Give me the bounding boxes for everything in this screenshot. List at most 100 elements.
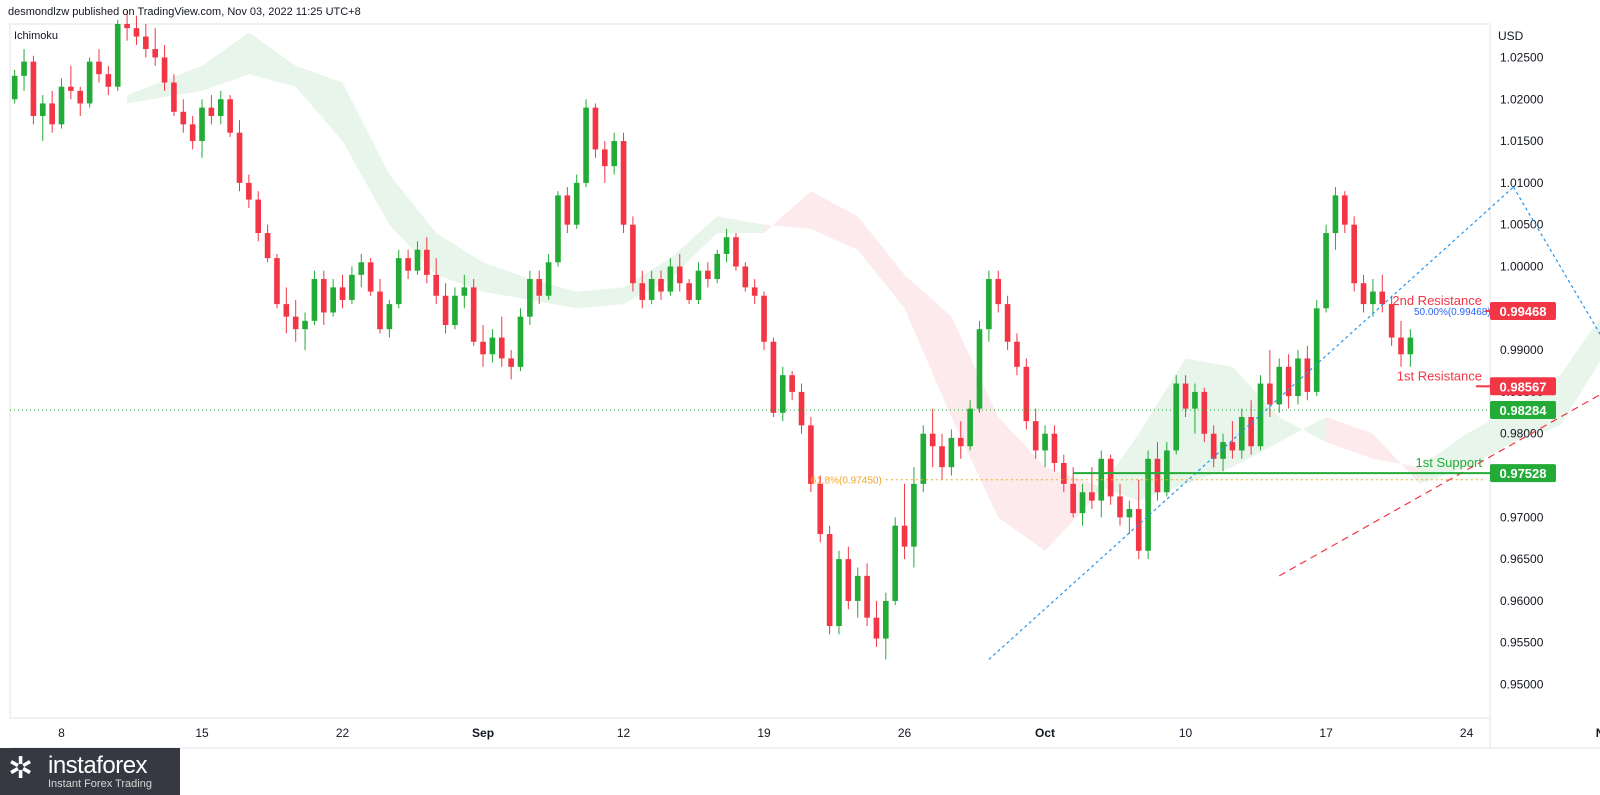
candle-body (498, 337, 505, 359)
candle-body (639, 283, 646, 300)
candle-body (1257, 383, 1264, 447)
candle-body (96, 61, 102, 75)
candle-body (180, 111, 187, 125)
candle-body (976, 329, 983, 409)
ichimoku-cloud-segment (951, 316, 999, 518)
candle-body (630, 224, 636, 284)
candle-body (770, 341, 777, 413)
candle-body (742, 266, 749, 288)
candle-body (283, 304, 290, 317)
ichimoku-cloud-segment (248, 32, 296, 87)
candle-body (133, 28, 140, 37)
candle-body (1407, 337, 1414, 355)
candle-body (648, 279, 655, 300)
price-tag-value: 0.97528 (1500, 466, 1547, 481)
ichimoku-cloud-segment (342, 82, 390, 225)
candle-body (695, 270, 702, 300)
candle-body (1164, 450, 1170, 493)
candle-body (39, 103, 46, 116)
candle-body (1285, 366, 1292, 397)
y-tick-label: 1.02500 (1500, 50, 1544, 64)
candle-body (330, 287, 336, 313)
candle-body (227, 99, 233, 133)
candle-body (854, 575, 861, 601)
candle-body (527, 279, 533, 317)
candle-body (1238, 416, 1245, 451)
y-tick-label: 1.00000 (1500, 259, 1544, 273)
currency-label: USD (1498, 29, 1524, 43)
candle-body (779, 375, 786, 413)
candle-body (957, 437, 964, 447)
level-label: 1st Support (1416, 455, 1483, 470)
candle-body (573, 182, 580, 225)
x-tick-label: 15 (195, 726, 209, 740)
candle-body (873, 617, 880, 639)
y-tick-label: 0.95500 (1500, 636, 1544, 650)
candle-body (236, 132, 243, 183)
candle-body (274, 258, 280, 305)
candle-body (30, 61, 37, 116)
candle-body (386, 304, 393, 330)
x-tick-label: 26 (898, 726, 912, 740)
ichimoku-cloud-segment (483, 262, 530, 300)
candle-body (808, 425, 814, 484)
candle-body (339, 287, 346, 300)
candle-body (1351, 224, 1357, 284)
candle-body (555, 195, 561, 263)
price-tag (1490, 400, 1556, 419)
candle-body (1267, 383, 1273, 405)
candle-body (1388, 304, 1395, 338)
candle-body (171, 82, 177, 112)
candle-body (1220, 442, 1226, 459)
ichimoku-cloud-segment (857, 216, 905, 309)
candle-body (1014, 341, 1020, 367)
candle-body (124, 24, 130, 29)
candle-body (986, 279, 992, 330)
x-tick-label: Oct (1035, 726, 1055, 740)
candle-body (1060, 462, 1067, 484)
candle-body (1370, 291, 1376, 305)
candle-body (320, 279, 327, 313)
level-label: 1st Resistance (1397, 368, 1482, 383)
candle-body (1276, 366, 1283, 405)
candle-body (583, 107, 589, 183)
candle-body (1332, 195, 1339, 234)
candle-body (442, 295, 449, 326)
candle-body (948, 437, 955, 468)
y-tick-label: 0.97000 (1500, 510, 1544, 524)
indicator-label[interactable]: Ichimoku (14, 30, 59, 42)
x-tick-label: 8 (58, 726, 65, 740)
y-tick-label: 0.98000 (1500, 427, 1544, 441)
candle-body (545, 262, 552, 296)
candle-body (405, 258, 411, 271)
candle-body (264, 233, 271, 259)
candle-body (676, 266, 683, 284)
candle-body (1004, 304, 1011, 342)
trendline-fib-downswing (1512, 186, 1600, 336)
ichimoku-cloud-segment (810, 191, 858, 250)
candle-body (1295, 358, 1301, 397)
candle-body (611, 141, 617, 167)
candle-body (1107, 458, 1114, 497)
ichimoku-cloud-segment (998, 416, 1046, 551)
level-label: 2nd Resistance (1392, 293, 1482, 308)
price-tag (1490, 301, 1556, 320)
candle-body (349, 274, 355, 300)
candle-body (920, 433, 927, 484)
ichimoku-cloud-segment (1372, 433, 1420, 484)
x-tick-label: 17 (1319, 726, 1333, 740)
candle-body (1304, 358, 1311, 392)
candle-body (723, 237, 730, 254)
candle-body (461, 287, 468, 296)
price-tag-value: 0.98567 (1500, 379, 1547, 394)
candle-body (143, 36, 149, 50)
candle-body (789, 375, 795, 392)
ichimoku-cloud-segment (202, 32, 249, 91)
candle-body (255, 199, 262, 234)
candle-body (1192, 391, 1198, 409)
candle-body (1145, 458, 1151, 551)
ichimoku-cloud-segment (295, 65, 343, 142)
ichimoku-cloud-segment (436, 233, 484, 292)
price-tag (1490, 464, 1556, 483)
